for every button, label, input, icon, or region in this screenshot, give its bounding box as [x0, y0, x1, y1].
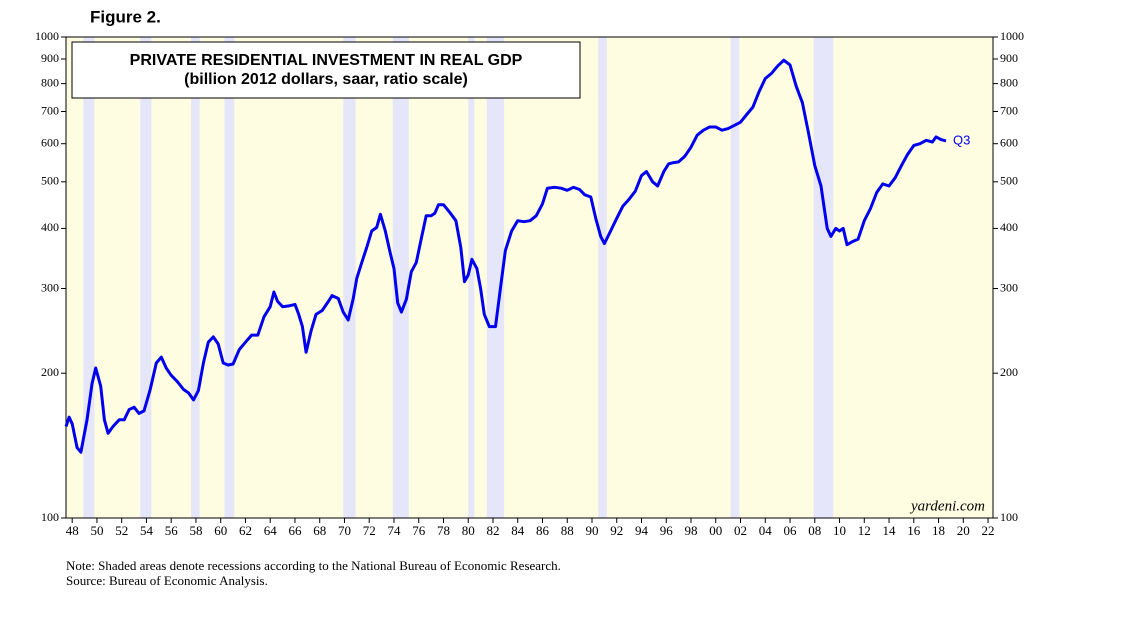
y-tick-label: 400	[41, 220, 59, 234]
y-tick-label: 600	[1000, 135, 1018, 149]
recession-band	[730, 37, 740, 518]
note: Source: Bureau of Economic Analysis.	[66, 573, 268, 588]
x-tick-label: 50	[90, 523, 103, 538]
x-tick-label: 02	[734, 523, 747, 538]
y-tick-label: 800	[41, 75, 59, 89]
x-tick-label: 10	[833, 523, 846, 538]
y-tick-label: 100	[1000, 510, 1018, 524]
x-tick-label: 06	[784, 523, 798, 538]
x-tick-label: 90	[586, 523, 599, 538]
y-tick-label: 300	[1000, 280, 1018, 294]
x-tick-label: 86	[536, 523, 550, 538]
x-tick-label: 76	[412, 523, 426, 538]
y-tick-label: 400	[1000, 220, 1018, 234]
chart-title: PRIVATE RESIDENTIAL INVESTMENT IN REAL G…	[130, 52, 523, 69]
x-tick-label: 16	[907, 523, 921, 538]
recession-band	[598, 37, 607, 518]
y-tick-label: 1000	[1000, 29, 1024, 43]
x-tick-label: 88	[561, 523, 574, 538]
recession-band	[813, 37, 834, 518]
recession-band	[224, 37, 235, 518]
x-tick-label: 04	[759, 523, 773, 538]
x-tick-label: 62	[239, 523, 252, 538]
x-tick-label: 48	[66, 523, 79, 538]
x-tick-label: 94	[635, 523, 649, 538]
y-tick-label: 200	[41, 365, 59, 379]
figure-label: Figure 2.	[90, 7, 161, 26]
recession-band	[83, 37, 95, 518]
x-tick-label: 80	[462, 523, 475, 538]
x-tick-label: 98	[685, 523, 698, 538]
x-tick-label: 64	[264, 523, 278, 538]
chart-subtitle: (billion 2012 dollars, saar, ratio scale…	[184, 71, 468, 88]
x-tick-label: 72	[363, 523, 376, 538]
data-line	[64, 58, 947, 454]
x-tick-label: 66	[288, 523, 302, 538]
x-tick-label: 52	[115, 523, 128, 538]
x-tick-label: 22	[982, 523, 995, 538]
y-tick-label: 500	[41, 174, 59, 188]
y-tick-label: 700	[41, 103, 59, 117]
recession-band	[468, 37, 475, 518]
plot-area	[65, 36, 994, 519]
y-tick-label: 600	[41, 135, 59, 149]
x-tick-label: 54	[140, 523, 154, 538]
x-tick-label: 82	[486, 523, 499, 538]
plot-frame	[65, 36, 994, 519]
x-tick-label: 58	[189, 523, 202, 538]
x-tick-label: 84	[511, 523, 525, 538]
x-tick-label: 12	[858, 523, 871, 538]
x-tick-label: 00	[709, 523, 722, 538]
recession-band	[343, 37, 356, 518]
recession-band	[140, 37, 152, 518]
end-annotation: Q3	[953, 132, 970, 147]
y-tick-label: 300	[41, 280, 59, 294]
recession-band	[191, 37, 200, 518]
note: Note: Shaded areas denote recessions acc…	[66, 558, 561, 573]
y-tick-label: 700	[1000, 103, 1018, 117]
plot-background	[66, 37, 993, 518]
y-tick-label: 100	[41, 510, 59, 524]
source-mark: yardeni.com	[909, 498, 985, 514]
y-tick-label: 500	[1000, 174, 1018, 188]
y-tick-label: 900	[1000, 51, 1018, 65]
x-tick-label: 70	[338, 523, 351, 538]
x-tick-label: 96	[660, 523, 674, 538]
title-box	[71, 41, 581, 99]
x-tick-label: 56	[165, 523, 179, 538]
x-tick-label: 74	[387, 523, 401, 538]
recession-band	[486, 37, 505, 518]
y-tick-label: 200	[1000, 365, 1018, 379]
x-tick-label: 14	[883, 523, 897, 538]
x-tick-label: 20	[957, 523, 970, 538]
x-tick-label: 60	[214, 523, 227, 538]
x-tick-label: 92	[610, 523, 623, 538]
x-tick-label: 78	[437, 523, 450, 538]
y-tick-label: 800	[1000, 75, 1018, 89]
x-tick-label: 68	[313, 523, 326, 538]
y-tick-label: 1000	[35, 29, 59, 43]
x-tick-label: 18	[932, 523, 945, 538]
y-tick-label: 900	[41, 51, 59, 65]
x-tick-label: 08	[808, 523, 821, 538]
recession-band	[392, 37, 409, 518]
